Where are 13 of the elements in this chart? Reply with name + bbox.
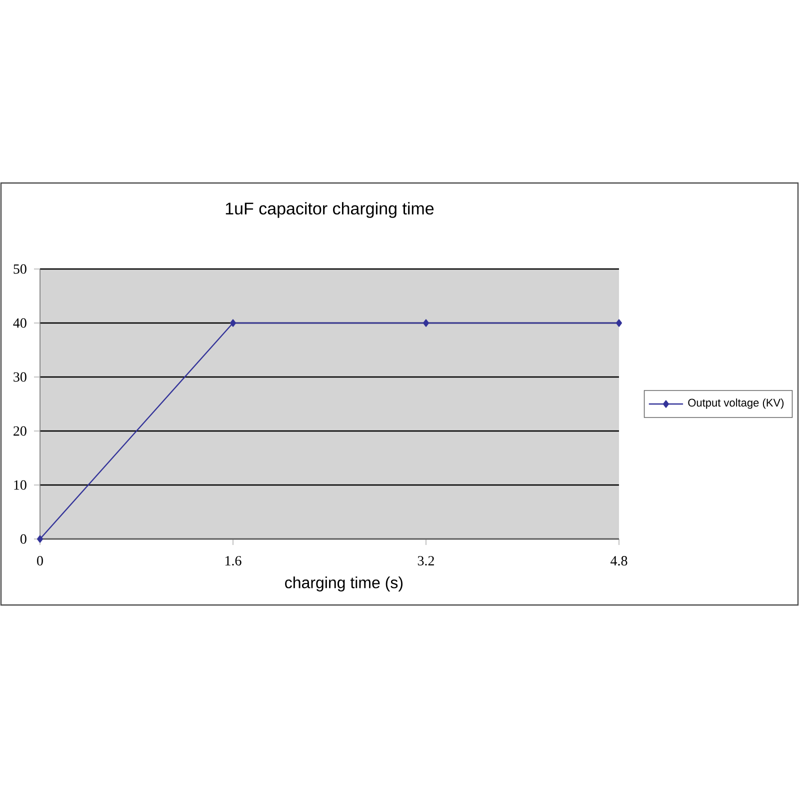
y-tick-label: 20 (14, 426, 26, 436)
x-tick-label: 0 (37, 556, 43, 566)
x-tick-label: 3.2 (418, 556, 434, 566)
x-axis-title: charging time (s) (285, 576, 403, 592)
x-tick-label: 4.8 (610, 556, 628, 566)
y-tick-label: 40 (13, 318, 26, 328)
y-tick-label: 10 (14, 480, 26, 490)
x-tick-label: 1.6 (225, 556, 242, 566)
y-tick-label: 30 (14, 372, 26, 382)
legend-label: Output voltage (KV) (688, 398, 784, 409)
y-tick-label: 0 (20, 534, 26, 544)
chart-title: 1uF capacitor charging time (226, 202, 434, 218)
y-tick-label: 50 (14, 264, 26, 274)
